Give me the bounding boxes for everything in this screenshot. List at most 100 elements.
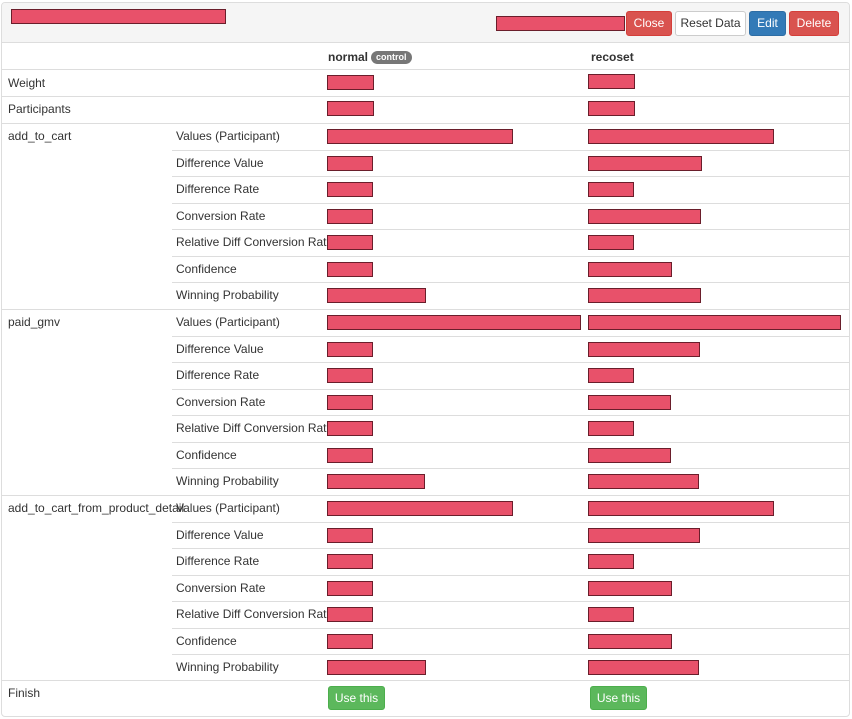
variant-name: normal — [328, 50, 369, 64]
redacted-value-recoset — [588, 262, 672, 277]
redacted-value-normal — [327, 342, 373, 357]
redacted-value-recoset — [588, 634, 672, 649]
group-divider — [2, 309, 849, 310]
submetric-label: Relative Diff Conversion Rate — [176, 421, 334, 435]
submetric-label: Relative Diff Conversion Rate — [176, 235, 334, 249]
redacted-participants-normal — [327, 101, 374, 116]
submetric-label: Difference Value — [176, 156, 264, 170]
subrow-divider — [172, 415, 849, 416]
submetric-label: Conversion Rate — [176, 209, 266, 223]
subrow-divider — [172, 362, 849, 363]
redacted-value-normal — [327, 474, 425, 489]
column-header-recoset: recoset — [591, 50, 634, 64]
redacted-value-normal — [327, 288, 426, 303]
subrow-divider — [172, 256, 849, 257]
redacted-value-normal — [327, 182, 373, 197]
metric-label: add_to_cart_from_product_detail — [8, 501, 185, 515]
redacted-value-normal — [327, 209, 373, 224]
redacted-value-recoset — [588, 448, 671, 463]
redacted-value-recoset — [588, 607, 634, 622]
submetric-label: Conversion Rate — [176, 581, 266, 595]
submetric-label: Values (Participant) — [176, 129, 280, 143]
subrow-divider — [172, 468, 849, 469]
subrow-divider — [172, 176, 849, 177]
submetric-label: Difference Value — [176, 342, 264, 356]
subrow-divider — [172, 654, 849, 655]
redacted-value-normal — [327, 581, 373, 596]
group-divider — [2, 123, 849, 124]
submetric-label: Winning Probability — [176, 288, 279, 302]
redacted-value-normal — [327, 528, 373, 543]
redacted-value-normal — [327, 156, 373, 171]
group-divider — [2, 495, 849, 496]
delete-button[interactable]: Delete — [789, 11, 839, 36]
redacted-value-recoset — [588, 342, 700, 357]
subrow-divider — [172, 575, 849, 576]
redacted-value-recoset — [588, 660, 699, 675]
redacted-value-recoset — [588, 315, 841, 330]
submetric-label: Difference Rate — [176, 368, 260, 382]
redacted-value-normal — [327, 501, 513, 516]
subrow-divider — [172, 389, 849, 390]
submetric-label: Relative Diff Conversion Rate — [176, 607, 334, 621]
use-this-normal-button[interactable]: Use this — [328, 686, 385, 710]
redacted-value-recoset — [588, 182, 634, 197]
redacted-value-recoset — [588, 368, 634, 383]
subrow-divider — [172, 548, 849, 549]
redacted-value-recoset — [588, 528, 700, 543]
redacted-value-normal — [327, 315, 581, 330]
submetric-label: Conversion Rate — [176, 395, 266, 409]
submetric-label: Values (Participant) — [176, 501, 280, 515]
metric-label: add_to_cart — [8, 129, 72, 143]
redacted-experiment-title — [11, 9, 226, 24]
submetric-label: Confidence — [176, 634, 237, 648]
row-label-participants: Participants — [8, 102, 71, 116]
redacted-participants-recoset — [588, 101, 635, 116]
redacted-value-normal — [327, 395, 373, 410]
redacted-value-recoset — [588, 421, 634, 436]
subrow-divider — [172, 601, 849, 602]
redacted-value-normal — [327, 262, 373, 277]
subrow-divider — [172, 282, 849, 283]
column-header-normal: normal control — [328, 50, 412, 64]
redacted-value-normal — [327, 634, 373, 649]
redacted-value-recoset — [588, 235, 634, 250]
redacted-value-recoset — [588, 209, 701, 224]
redacted-value-normal — [327, 235, 373, 250]
submetric-label: Difference Rate — [176, 182, 260, 196]
subrow-divider — [172, 150, 849, 151]
edit-button[interactable]: Edit — [749, 11, 786, 36]
row-divider — [2, 69, 849, 70]
redacted-value-normal — [327, 607, 373, 622]
submetric-label: Confidence — [176, 262, 237, 276]
panel-header: Close Reset Data Edit Delete — [2, 3, 849, 43]
redacted-value-normal — [327, 368, 373, 383]
close-button[interactable]: Close — [626, 11, 672, 36]
use-this-recoset-button[interactable]: Use this — [590, 686, 647, 710]
submetric-label: Values (Participant) — [176, 315, 280, 329]
row-divider — [2, 680, 849, 681]
redacted-weight-recoset — [588, 74, 635, 89]
submetric-label: Difference Rate — [176, 554, 260, 568]
redacted-value-normal — [327, 129, 513, 144]
redacted-value-recoset — [588, 129, 774, 144]
reset-data-button[interactable]: Reset Data — [675, 11, 746, 36]
row-label-weight: Weight — [8, 76, 46, 90]
redacted-value-recoset — [588, 395, 671, 410]
row-divider — [2, 96, 849, 97]
redacted-value-recoset — [588, 554, 634, 569]
redacted-value-normal — [327, 554, 373, 569]
redacted-value-normal — [327, 448, 373, 463]
metric-label: paid_gmv — [8, 315, 61, 329]
subrow-divider — [172, 628, 849, 629]
subrow-divider — [172, 522, 849, 523]
redacted-value-recoset — [588, 501, 774, 516]
submetric-label: Difference Value — [176, 528, 264, 542]
redacted-value-recoset — [588, 156, 702, 171]
redacted-value-normal — [327, 660, 426, 675]
redacted-weight-normal — [327, 75, 374, 90]
control-badge: control — [371, 51, 412, 64]
redacted-header-info — [496, 16, 625, 31]
subrow-divider — [172, 442, 849, 443]
